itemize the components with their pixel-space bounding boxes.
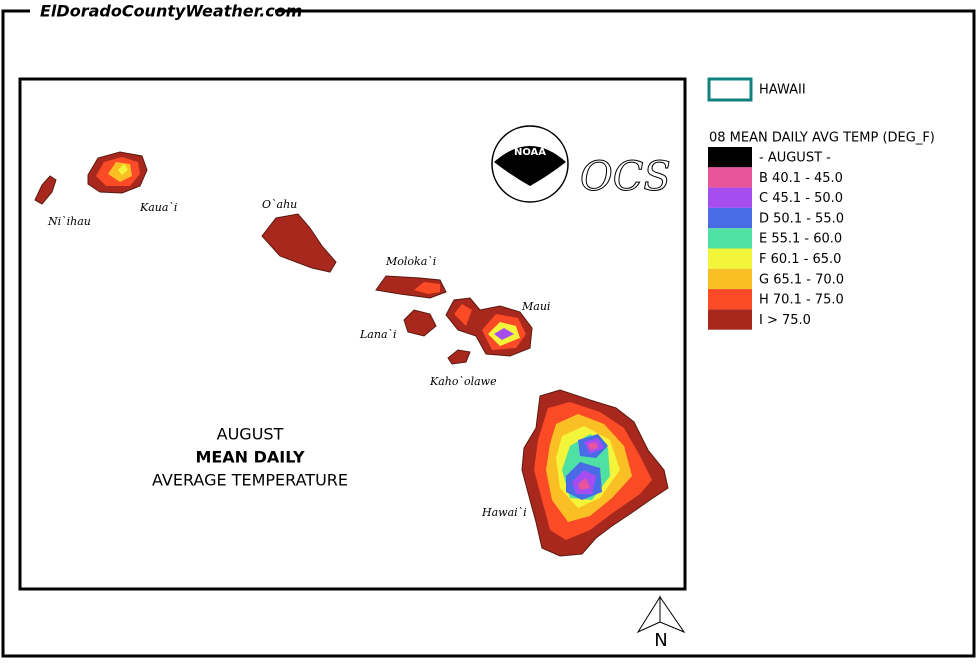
islands [34, 151, 669, 557]
molokai-h [414, 282, 440, 294]
legend-swatch [708, 289, 752, 310]
noaa-text: NOAA [514, 147, 546, 158]
legend-items: - AUGUST - B 40.1 - 45.0 C 45.1 - 50.0 D 50… [708, 147, 844, 330]
legend-label: D 50.1 - 55.0 [759, 211, 844, 226]
kahoolawe [447, 349, 471, 365]
frame [1, 9, 976, 658]
legend-swatch [708, 147, 752, 168]
hawaii-c [572, 438, 604, 494]
legend-label: H 70.1 - 75.0 [759, 293, 844, 308]
map-title: AUGUST [217, 425, 284, 444]
hawaii-b [578, 442, 598, 490]
niihau [34, 175, 57, 205]
north-label: N [654, 630, 667, 651]
legend-label: G 65.1 - 70.0 [759, 272, 844, 287]
map-title: MEAN DAILY [195, 448, 305, 467]
island-label: O`ahu [262, 198, 297, 211]
island-label: Hawai`i [481, 506, 527, 519]
island-label: Kaua`i [139, 201, 177, 214]
legend-swatch [708, 167, 752, 188]
legend-swatch [708, 187, 752, 208]
legend-swatch [708, 248, 752, 269]
legend-swatch [708, 228, 752, 249]
region-swatch [707, 77, 753, 102]
island-label: Ni`ihau [47, 215, 91, 228]
legend-label: B 40.1 - 45.0 [759, 171, 843, 186]
legend-swatch [708, 207, 752, 229]
island-label: Kaho`olawe [429, 375, 497, 388]
noaa-bird [494, 146, 566, 186]
legend-label: - AUGUST - [759, 151, 831, 166]
island-label: Maui [521, 300, 550, 313]
legend-label: E 55.1 - 60.0 [759, 232, 842, 247]
title-backdrop [30, 0, 275, 24]
legend-swatch [708, 309, 752, 330]
legend-label: C 45.1 - 50.0 [759, 191, 843, 206]
legend-label: I > 75.0 [759, 313, 811, 328]
island-label: Moloka`i [385, 255, 436, 268]
maui-c [494, 328, 514, 340]
legend-title: 08 MEAN DAILY AVG TEMP (DEG_F) [709, 131, 935, 146]
north-arrow [659, 595, 686, 634]
legend-swatch [708, 268, 752, 290]
island-label: Lana`i [359, 328, 397, 341]
ocs-logo: OCS [580, 154, 671, 200]
map-title: AVERAGE TEMPERATURE [152, 471, 348, 490]
kauai-f [118, 164, 128, 175]
legend-region: HAWAII [759, 83, 806, 98]
lanai [403, 309, 437, 337]
north-arrow [636, 595, 661, 634]
site-title: ElDoradoCountyWeather.com [40, 2, 302, 21]
oahu [261, 213, 337, 273]
legend-label: F 60.1 - 65.0 [759, 252, 841, 267]
